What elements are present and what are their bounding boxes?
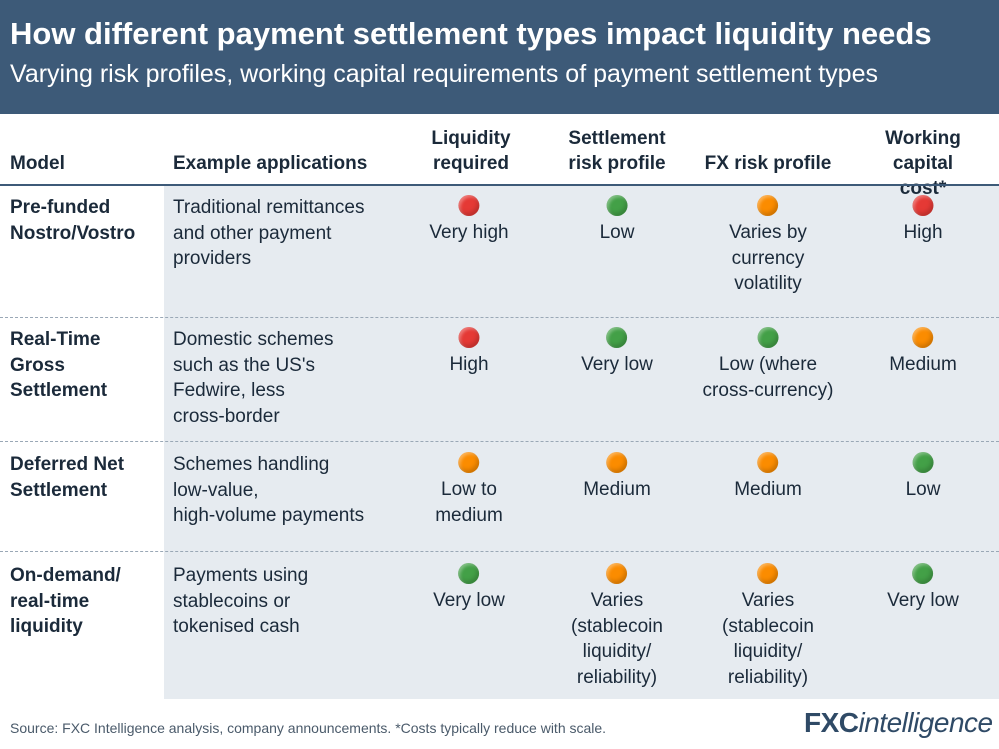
liquidity-cell: Very low (433, 563, 505, 614)
row-divider (0, 184, 999, 186)
liquidity-value: High (449, 354, 489, 375)
green-rating-dot (606, 195, 628, 216)
liquidity-value: Very high (429, 222, 509, 243)
orange-rating-dot (606, 563, 628, 584)
green-rating-dot (912, 452, 934, 473)
column-header: Settlement risk profile (568, 128, 666, 174)
red-rating-dot (458, 327, 480, 348)
orange-rating-dot (606, 452, 628, 473)
green-rating-dot (912, 563, 934, 584)
row-model-label: Pre-funded Nostro/Vostro (10, 197, 136, 244)
source-note: Source: FXC Intelligence analysis, compa… (10, 720, 607, 736)
capital-cell: Low (905, 452, 941, 503)
green-rating-dot (757, 327, 779, 348)
fx-value: Varies (stablecoin liquidity/ reliabilit… (722, 590, 814, 688)
settlement-value: Low (599, 222, 635, 243)
logo-fxc-text: FXC (804, 707, 859, 738)
column-header: Model (10, 153, 65, 174)
green-rating-dot (606, 327, 628, 348)
settlement-value: Medium (583, 479, 651, 500)
row-example-applications: Schemes handling low-value, high-volume … (173, 454, 365, 526)
orange-rating-dot (912, 327, 934, 348)
capital-value: Very low (887, 590, 959, 611)
red-rating-dot (458, 195, 480, 216)
capital-value: Medium (889, 354, 957, 375)
row-example-applications: Payments using stablecoins or tokenised … (173, 565, 309, 637)
page-subtitle: Varying risk profiles, working capital r… (10, 60, 878, 88)
settlement-cell: Low (599, 195, 635, 246)
liquidity-cell: High (449, 327, 489, 378)
header-banner: How different payment settlement types i… (0, 0, 999, 114)
row-divider (0, 441, 999, 442)
orange-rating-dot (757, 195, 779, 216)
settlement-value: Very low (581, 354, 653, 375)
capital-cell: High (903, 195, 943, 246)
liquidity-cell: Low to medium (435, 452, 503, 528)
column-header: FX risk profile (704, 153, 832, 174)
red-rating-dot (912, 195, 934, 216)
capital-value: Low (905, 479, 941, 500)
row-divider (0, 551, 999, 552)
row-model-label: Deferred Net Settlement (10, 454, 125, 501)
settlement-value: Varies (stablecoin liquidity/ reliabilit… (571, 590, 663, 688)
row-divider (0, 317, 999, 318)
fx-cell: Medium (734, 452, 802, 503)
fx-value: Varies by currency volatility (729, 222, 807, 294)
fx-value: Medium (734, 479, 802, 500)
orange-rating-dot (458, 452, 480, 473)
liquidity-value: Very low (433, 590, 505, 611)
column-header: Liquidity required (431, 128, 511, 174)
logo-intelligence-text: intelligence (858, 707, 994, 738)
orange-rating-dot (757, 452, 779, 473)
orange-rating-dot (757, 563, 779, 584)
column-header: Working capital cost* (885, 128, 961, 199)
row-example-applications: Traditional remittances and other paymen… (173, 197, 365, 269)
liquidity-cell: Very high (429, 195, 509, 246)
row-example-applications: Domestic schemes such as the US's Fedwir… (173, 329, 334, 427)
table-body-shading (164, 185, 999, 699)
settlement-cell: Medium (583, 452, 651, 503)
column-header: Example applications (173, 153, 368, 174)
capital-cell: Medium (889, 327, 957, 378)
settlement-cell: Very low (581, 327, 653, 378)
row-model-label: On-demand/ real-time liquidity (10, 565, 121, 637)
capital-value: High (903, 222, 943, 243)
fxc-logo: FXCintelligence (804, 707, 993, 739)
fx-value: Low (where cross-currency) (702, 354, 834, 401)
row-model-label: Real-Time Gross Settlement (10, 329, 108, 401)
capital-cell: Very low (887, 563, 959, 614)
fx-cell: Varies by currency volatility (729, 195, 807, 297)
liquidity-value: Low to medium (435, 479, 503, 526)
page-title: How different payment settlement types i… (10, 16, 932, 51)
fx-cell: Varies (stablecoin liquidity/ reliabilit… (722, 563, 814, 690)
settlement-cell: Varies (stablecoin liquidity/ reliabilit… (571, 563, 663, 690)
green-rating-dot (458, 563, 480, 584)
fx-cell: Low (where cross-currency) (702, 327, 834, 403)
